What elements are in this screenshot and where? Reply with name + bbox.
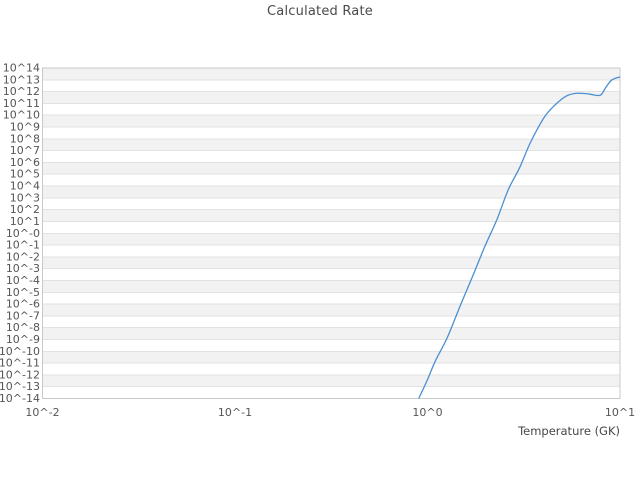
y-tick-label: 10^3	[10, 191, 40, 204]
y-tick-label: 10^-14	[0, 392, 40, 405]
y-tick-label: 10^-5	[6, 286, 40, 299]
grid-band	[42, 233, 620, 246]
y-tick-label: 10^-6	[6, 298, 40, 311]
plot-border	[42, 67, 621, 399]
y-tick-label: 10^-7	[6, 309, 40, 322]
grid-band	[42, 327, 620, 340]
y-tick-label: 10^-3	[6, 262, 40, 275]
grid-band	[42, 304, 620, 316]
y-tick-label: 10^-1	[6, 239, 40, 252]
y-tick-label: 10^12	[3, 85, 40, 98]
y-tick-label: 10^5	[10, 168, 40, 181]
grid-band	[42, 256, 620, 269]
y-tick-label: 10^14	[3, 62, 40, 75]
y-tick-label: 10^-2	[6, 250, 40, 263]
y-tick-label: 10^-13	[0, 380, 40, 393]
y-tick-label: 10^-12	[0, 368, 40, 381]
grid-band	[42, 68, 620, 80]
grid-band	[42, 138, 620, 151]
chart-title: Calculated Rate	[267, 4, 373, 19]
x-tick-label: 10^0	[412, 406, 442, 419]
grid-band	[42, 351, 620, 364]
x-tick-label: 10^-1	[218, 406, 252, 419]
x-tick-label: 10^1	[605, 406, 635, 419]
y-tick-label: 10^4	[10, 180, 40, 193]
grid-band	[42, 91, 620, 104]
y-tick-label: 10^-10	[0, 345, 40, 358]
x-tick-label: 10^-2	[25, 406, 59, 419]
y-tick-label: 10^-9	[6, 333, 40, 346]
y-tick-label: 10^-11	[0, 357, 40, 370]
grid-band	[42, 374, 620, 387]
grid-band	[42, 209, 620, 222]
y-tick-label: 10^-4	[6, 274, 40, 287]
grid-band	[42, 186, 620, 198]
y-tick-label: 10^7	[10, 144, 40, 157]
y-tick-label: 10^13	[3, 73, 40, 86]
x-axis-title: Temperature (GK)	[518, 424, 620, 438]
y-tick-label: 10^2	[10, 203, 40, 216]
calculated-rate-curve	[418, 76, 620, 399]
y-tick-label: 10^9	[10, 121, 40, 134]
grid-band	[42, 115, 620, 128]
y-tick-label: 10^6	[10, 156, 40, 169]
grid-band	[42, 280, 620, 293]
y-tick-label: 10^10	[3, 109, 40, 122]
y-tick-label: 10^11	[3, 97, 40, 110]
y-tick-label: 10^-0	[6, 227, 40, 240]
grid-band	[42, 162, 620, 175]
y-tick-label: 10^-8	[6, 321, 40, 334]
y-tick-label: 10^1	[10, 215, 40, 228]
y-tick-label: 10^8	[10, 132, 40, 145]
